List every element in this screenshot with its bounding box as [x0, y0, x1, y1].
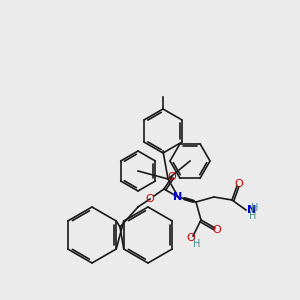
Text: H: H — [251, 203, 259, 213]
Text: O: O — [168, 172, 176, 182]
Text: N: N — [173, 192, 183, 202]
Text: O: O — [146, 194, 154, 204]
Text: N: N — [247, 205, 256, 215]
Text: O: O — [187, 233, 195, 243]
Text: H: H — [193, 239, 201, 249]
Text: O: O — [235, 179, 243, 189]
Text: O: O — [213, 225, 221, 235]
Text: H: H — [249, 211, 257, 221]
